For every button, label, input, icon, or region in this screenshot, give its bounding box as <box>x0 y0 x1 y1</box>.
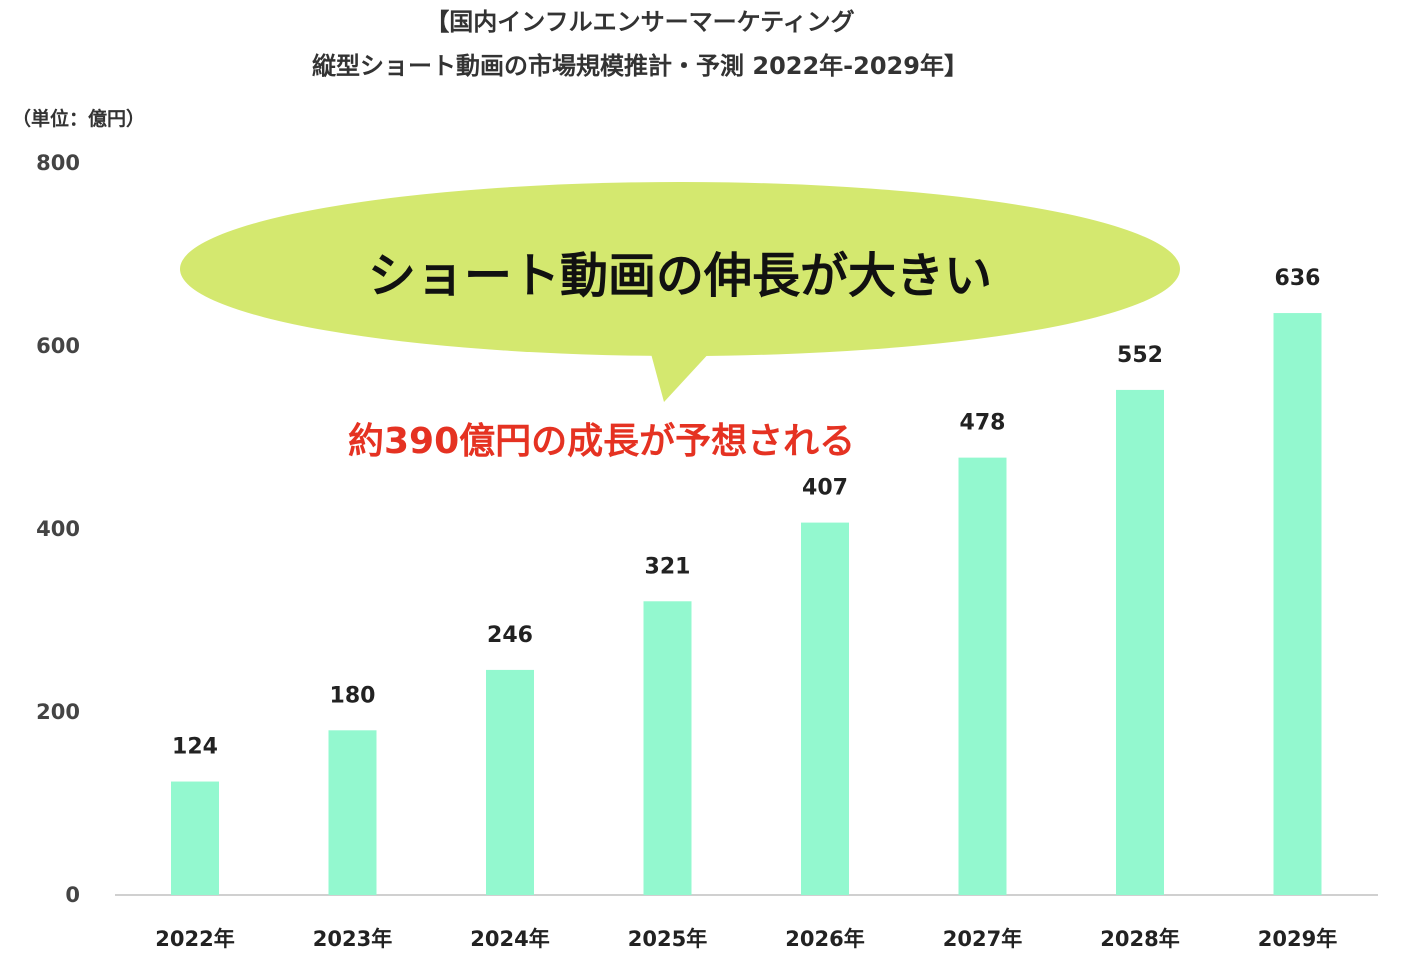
y-tick-label: 0 <box>65 883 80 907</box>
bar <box>958 457 1007 895</box>
x-tick-label: 2028年 <box>1100 927 1179 951</box>
bar-value-label: 636 <box>1275 266 1321 291</box>
bar <box>1273 313 1322 895</box>
x-tick-label: 2024年 <box>470 927 549 951</box>
bar-value-label: 552 <box>1117 343 1163 368</box>
x-tick-label: 2026年 <box>785 927 864 951</box>
data-labels: 124 180 246 321 407 478 552 636 <box>172 266 1320 759</box>
bar <box>801 522 849 895</box>
chart-title-line-1: 【国内インフルエンサーマーケティング <box>425 8 855 36</box>
callout-ellipse <box>180 182 1180 356</box>
x-tick-label: 2022年 <box>155 927 234 951</box>
bar <box>171 781 219 895</box>
callout-pointer <box>650 350 712 402</box>
y-tick-label: 600 <box>36 334 80 358</box>
growth-note: 約390億円の成長が予想される <box>348 421 856 462</box>
y-axis-ticks: 0 200 400 600 800 <box>36 151 80 907</box>
bar-value-label: 180 <box>330 683 376 708</box>
bar-value-label: 124 <box>172 735 218 760</box>
bar-value-label: 407 <box>802 476 848 501</box>
bar <box>486 669 534 895</box>
y-tick-label: 400 <box>36 517 80 541</box>
x-tick-label: 2023年 <box>313 927 392 951</box>
bar-value-label: 321 <box>645 554 691 579</box>
bar <box>643 601 692 895</box>
bar-value-label: 246 <box>487 623 533 648</box>
y-tick-label: 800 <box>36 151 80 175</box>
bar-value-label: 478 <box>960 411 1006 436</box>
y-tick-label: 200 <box>36 700 80 724</box>
callout-text: ショート動画の伸長が大きい <box>367 248 992 304</box>
x-tick-label: 2027年 <box>943 927 1022 951</box>
x-axis-ticks: 2022年 2023年 2024年 2025年 2026年 2027年 2028年 2029年 <box>155 927 1337 951</box>
bar <box>328 730 377 895</box>
callout-bubble <box>180 182 1180 402</box>
x-tick-label: 2025年 <box>628 927 707 951</box>
chart-title-line-2: 縦型ショート動画の市場規模推計・予測 2022年-2029年】 <box>312 52 968 80</box>
y-axis-unit-label: （単位：億円） <box>12 108 146 130</box>
bar <box>1116 389 1164 895</box>
bars <box>171 313 1322 895</box>
x-tick-label: 2029年 <box>1258 927 1337 951</box>
